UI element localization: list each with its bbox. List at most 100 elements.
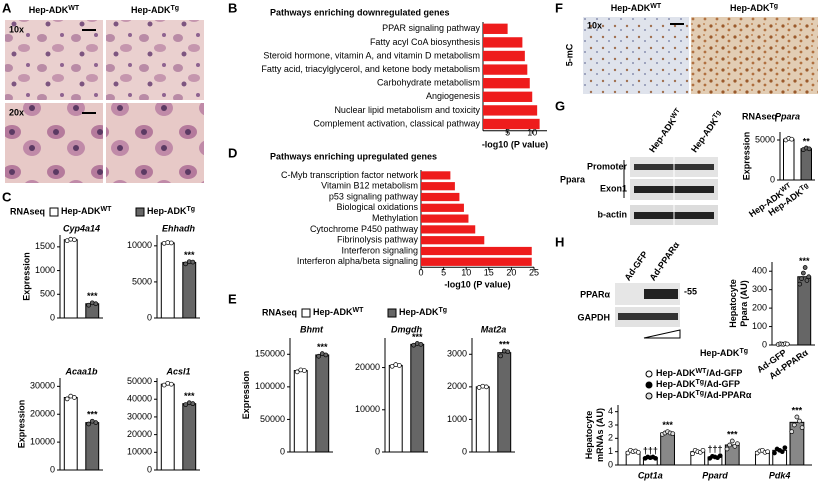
text-part: WT <box>696 368 708 375</box>
data-point <box>323 352 329 358</box>
column-header: Hep-ADKWT <box>611 3 662 14</box>
y-axis-label: mRNAs (AU) <box>595 408 605 462</box>
y-tick-label: 0 <box>147 312 152 322</box>
y-tick-label: 10000 <box>355 404 380 414</box>
bar <box>421 182 455 191</box>
bar <box>483 50 525 62</box>
y-tick-label: 3000 <box>447 349 467 359</box>
data-point <box>789 429 795 435</box>
data-point <box>690 451 695 457</box>
panel-letter: E <box>228 291 237 306</box>
panel-letter: A <box>2 0 12 15</box>
y-tick-label: 30000 <box>127 411 152 421</box>
data-point <box>784 341 790 347</box>
bar <box>483 105 538 116</box>
category-label: Biological oxidations <box>336 202 418 212</box>
text-part: Tg <box>712 109 723 120</box>
text-part: Tg <box>696 379 705 386</box>
legend-label: Hep-ADKTg/Ad-PPARα <box>656 390 752 401</box>
category-label: Vitamin B12 metabolism <box>321 181 418 191</box>
data-point <box>168 240 174 246</box>
data-point <box>779 449 785 455</box>
chart-title: Pathways enriching upregulated genes <box>270 151 437 161</box>
bar <box>410 343 425 453</box>
category-label: p53 signaling pathway <box>329 191 419 201</box>
data-point <box>797 281 803 287</box>
bar <box>421 225 476 234</box>
y-tick-label: 50000 <box>127 376 152 386</box>
chart-title: Bhmt <box>300 324 324 334</box>
blot-row-label: Exon1 <box>600 183 627 193</box>
data-point <box>86 302 92 308</box>
text-part: Hep-ADK <box>730 3 770 13</box>
micrograph <box>583 17 689 94</box>
y-tick-label: 2000 <box>447 381 467 391</box>
legend-swatch <box>301 308 311 318</box>
category-label: Steroid hormone, vitamin A, and vitamin … <box>263 50 480 60</box>
blot <box>623 157 718 225</box>
legend-label: Hep-ADKWT/Ad-GFP <box>656 368 742 379</box>
blot-row-label: b-actin <box>597 209 627 219</box>
data-point <box>806 274 812 280</box>
legend-label: Hep-ADKWT <box>61 206 112 217</box>
text-part: /Ad-GFP <box>704 379 740 389</box>
text-part: Hep-ADK <box>611 3 651 13</box>
category-label: Interferon signaling <box>341 245 418 255</box>
data-point <box>799 276 804 281</box>
data-point <box>801 270 806 276</box>
category-label: Cytochrome P450 pathway <box>310 224 419 234</box>
y-tick-label: 50000 <box>260 414 285 424</box>
text-part: Tg <box>769 3 778 10</box>
legend-swatch <box>135 207 145 217</box>
bar <box>483 37 523 48</box>
text-part: /Ad-PPARα <box>704 390 752 400</box>
text-part: Tg <box>696 390 705 397</box>
lane-label: Ad-GFP <box>622 249 649 282</box>
y-tick-label: 0 <box>50 312 55 322</box>
text-part: Hep-ADK <box>656 379 696 389</box>
data-point <box>727 442 732 448</box>
text-part: Hep-ADK <box>147 206 187 216</box>
text-part: Hep-ADK <box>61 206 101 216</box>
blot <box>615 283 681 339</box>
text-part: Hep-ADK <box>656 390 696 400</box>
text-part: WT <box>68 5 80 12</box>
data-point <box>735 441 740 447</box>
data-point <box>93 420 99 425</box>
text-part: Hep-ADK <box>689 116 720 155</box>
significance: *** <box>499 339 510 349</box>
method-label: RNAseq <box>10 206 45 216</box>
data-point <box>653 455 658 461</box>
text-part: Tg <box>187 206 196 213</box>
gene-label: Ppara <box>560 174 586 184</box>
y-axis-label: Ppara (AU) <box>739 280 749 327</box>
y-tick-label: 10000 <box>127 447 152 457</box>
magnification: 10x <box>9 24 24 34</box>
y-tick-label: 2 <box>608 433 613 443</box>
lane-label: Hep-ADKWT <box>647 107 685 155</box>
text-part: Hep-ADK <box>313 307 353 317</box>
data-point <box>772 450 777 456</box>
text-part: Tg <box>799 182 810 193</box>
bar <box>483 118 540 130</box>
x-tick-label: Ppard <box>702 470 728 480</box>
bar <box>421 236 485 245</box>
y-tick-label: 1 <box>608 446 613 456</box>
stain-label: 5-mC <box>564 43 574 66</box>
chart-title: Ppara <box>775 111 800 121</box>
y-axis-label: Expression <box>16 400 26 449</box>
bar <box>421 171 451 180</box>
y-tick-label: 0 <box>147 464 152 474</box>
y-tick-label: 0 <box>608 459 613 469</box>
data-point <box>161 382 167 388</box>
category-label: Interferon alpha/beta signaling <box>297 256 418 266</box>
bar <box>182 403 197 471</box>
significance: *** <box>317 342 328 352</box>
significance: *** <box>412 332 423 342</box>
x-tick-label: 20 <box>506 267 516 277</box>
data-point <box>670 431 676 437</box>
micrograph <box>5 103 103 183</box>
bar <box>421 246 532 256</box>
y-tick-label: 20000 <box>355 362 380 372</box>
